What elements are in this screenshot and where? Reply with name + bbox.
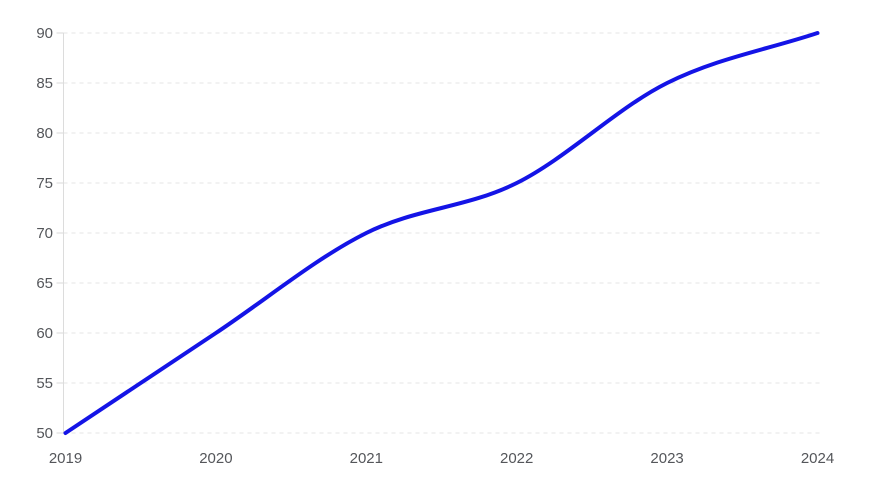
x-tick-label: 2021 [350, 450, 383, 467]
x-tick-label: 2020 [199, 450, 232, 467]
x-tick-label: 2024 [801, 450, 834, 467]
y-tick-label: 85 [36, 75, 53, 92]
x-tick-label: 2023 [650, 450, 683, 467]
y-tick-label: 80 [36, 125, 53, 142]
y-tick-label: 50 [36, 425, 53, 442]
y-tick-label: 75 [36, 175, 53, 192]
y-tick-label: 65 [36, 275, 53, 292]
y-tick-label: 70 [36, 225, 53, 242]
y-tick-label: 90 [36, 25, 53, 42]
y-tick-label: 55 [36, 375, 53, 392]
data-series-line-series-1 [63, 31, 820, 435]
x-tick-label: 2019 [49, 450, 82, 467]
x-tick-label: 2022 [500, 450, 533, 467]
y-tick-label: 60 [36, 325, 53, 342]
